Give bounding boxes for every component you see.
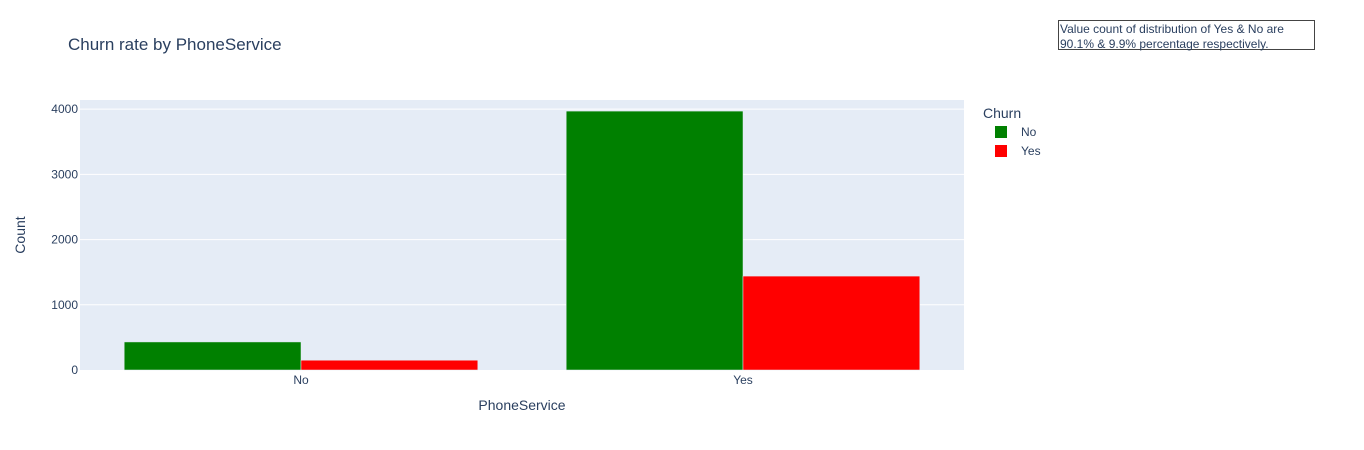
annotation-line-2: 90.1% & 9.9% percentage respectively. [1060,37,1269,51]
legend[interactable]: Churn No Yes [983,105,1041,158]
legend-label-no[interactable]: No [1021,125,1037,139]
bar-yes-churn-no[interactable] [565,110,744,371]
bar-yes-churn-yes[interactable] [742,275,921,371]
x-tick-label: Yes [733,373,753,387]
y-tick-label: 3000 [51,167,78,181]
legend-swatch-no[interactable] [995,126,1007,138]
chart-title: Churn rate by PhoneService [68,35,282,54]
x-axis-title: PhoneService [478,397,565,413]
x-axis-ticks: No Yes [293,373,752,387]
bars [123,110,921,371]
x-tick-label: No [293,373,309,387]
y-axis-title: Count [12,216,28,253]
bar-no-churn-no[interactable] [123,341,302,371]
annotation-line-1: Value count of distribution of Yes & No … [1060,22,1284,36]
legend-swatch-yes[interactable] [995,145,1007,157]
y-tick-label: 4000 [51,102,78,116]
annotation-note: Value count of distribution of Yes & No … [1058,20,1315,51]
y-tick-label: 2000 [51,233,78,247]
y-tick-label: 1000 [51,298,78,312]
legend-title: Churn [983,105,1021,121]
y-tick-label: 0 [71,363,78,377]
y-axis-ticks: 0 1000 2000 3000 4000 [51,102,78,377]
bar-no-churn-yes[interactable] [300,359,479,371]
legend-label-yes[interactable]: Yes [1021,144,1041,158]
